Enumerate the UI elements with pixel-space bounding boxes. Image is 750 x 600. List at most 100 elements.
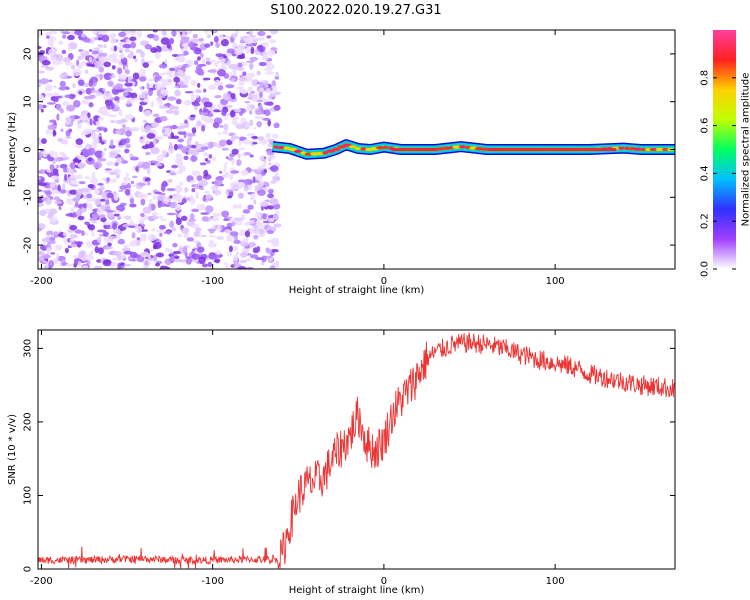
noise-blob bbox=[207, 69, 217, 73]
signal-core bbox=[360, 147, 367, 151]
noise-blob bbox=[266, 230, 274, 235]
noise-blob bbox=[48, 48, 57, 56]
noise-blob bbox=[139, 138, 146, 144]
noise-blob bbox=[69, 234, 78, 239]
noise-blob bbox=[91, 48, 96, 52]
noise-blob bbox=[161, 30, 166, 35]
noise-blob bbox=[86, 193, 93, 199]
noise-blob bbox=[45, 262, 49, 269]
noise-blob bbox=[97, 247, 104, 255]
noise-blob bbox=[223, 92, 231, 100]
noise-blob bbox=[259, 91, 263, 99]
noise-blob bbox=[175, 30, 185, 33]
noise-blob bbox=[68, 244, 77, 247]
noise-blob bbox=[48, 150, 55, 156]
noise-blob bbox=[205, 205, 214, 213]
noise-blob bbox=[250, 38, 259, 44]
noise-blob bbox=[223, 171, 230, 178]
noise-blob bbox=[231, 119, 239, 126]
noise-blob bbox=[200, 212, 210, 215]
noise-blob bbox=[85, 241, 94, 248]
noise-blob bbox=[61, 101, 70, 106]
noise-blob bbox=[113, 194, 119, 201]
noise-blob bbox=[104, 168, 112, 171]
noise-blob bbox=[146, 257, 155, 262]
noise-blob bbox=[41, 196, 49, 202]
noise-blob bbox=[169, 255, 175, 264]
noise-blob bbox=[184, 186, 189, 193]
noise-blob bbox=[153, 34, 160, 42]
noise-blob bbox=[38, 189, 43, 192]
y-tick-label: -20 bbox=[23, 237, 34, 253]
noise-blob bbox=[88, 56, 93, 62]
noise-blob bbox=[113, 213, 120, 217]
noise-blob bbox=[64, 136, 72, 139]
noise-blob bbox=[177, 80, 184, 86]
noise-blob bbox=[76, 188, 84, 196]
noise-blob bbox=[98, 52, 108, 57]
noise-blob bbox=[94, 134, 102, 138]
noise-blob bbox=[46, 102, 56, 105]
noise-blob bbox=[49, 164, 55, 171]
noise-blob bbox=[132, 72, 140, 80]
noise-blob bbox=[221, 110, 227, 116]
noise-blob bbox=[130, 92, 138, 99]
noise-blob bbox=[154, 75, 159, 83]
noise-blob bbox=[196, 56, 201, 61]
noise-blob bbox=[140, 50, 145, 58]
noise-blob bbox=[173, 76, 181, 83]
noise-blob bbox=[138, 94, 148, 99]
noise-blob bbox=[160, 218, 168, 221]
noise-blob bbox=[236, 66, 245, 71]
noise-blob bbox=[173, 143, 178, 151]
noise-blob bbox=[154, 163, 163, 167]
noise-blob bbox=[68, 93, 76, 100]
x-axis-label: Height of straight line (km) bbox=[289, 585, 425, 596]
noise-blob bbox=[273, 223, 282, 228]
noise-blob bbox=[145, 125, 152, 132]
noise-blob bbox=[97, 157, 107, 162]
y-axis-label: Frequency (Hz) bbox=[7, 112, 18, 188]
noise-blob bbox=[181, 145, 188, 154]
noise-blob bbox=[53, 196, 60, 201]
noise-blob bbox=[77, 155, 86, 161]
noise-blob bbox=[177, 233, 183, 238]
noise-blob bbox=[201, 216, 209, 222]
noise-blob bbox=[65, 213, 74, 217]
noise-blob bbox=[72, 83, 76, 89]
noise-blob bbox=[205, 193, 213, 200]
noise-blob bbox=[69, 224, 78, 231]
noise-blob bbox=[40, 109, 44, 113]
noise-blob bbox=[272, 214, 279, 220]
noise-blob bbox=[212, 121, 220, 129]
noise-blob bbox=[166, 230, 171, 235]
noise-blob bbox=[249, 154, 254, 158]
noise-blob bbox=[98, 66, 105, 73]
noise-blob bbox=[124, 148, 130, 154]
noise-blob bbox=[254, 115, 264, 120]
noise-blob bbox=[123, 244, 130, 248]
noise-blob bbox=[99, 73, 103, 81]
noise-blob bbox=[38, 138, 42, 146]
noise-blob bbox=[122, 43, 132, 49]
noise-blob bbox=[91, 172, 96, 180]
noise-blob bbox=[60, 128, 64, 133]
noise-blob bbox=[173, 186, 183, 194]
noise-blob bbox=[112, 222, 118, 230]
noise-blob bbox=[38, 176, 42, 180]
noise-blob bbox=[252, 141, 258, 145]
noise-blob bbox=[183, 232, 190, 239]
noise-blob bbox=[51, 189, 59, 195]
noise-blob bbox=[97, 116, 105, 121]
noise-blob bbox=[240, 169, 249, 176]
colorbar-tick-label: 0.8 bbox=[700, 70, 711, 86]
noise-blob bbox=[193, 184, 200, 190]
noise-blob bbox=[99, 185, 105, 191]
noise-blob bbox=[111, 65, 116, 70]
noise-blob bbox=[38, 170, 44, 174]
noise-blob bbox=[238, 77, 248, 82]
y-tick-label: 200 bbox=[23, 412, 34, 431]
signal-core bbox=[342, 143, 352, 147]
noise-blob bbox=[75, 144, 84, 149]
noise-blob bbox=[208, 252, 218, 260]
